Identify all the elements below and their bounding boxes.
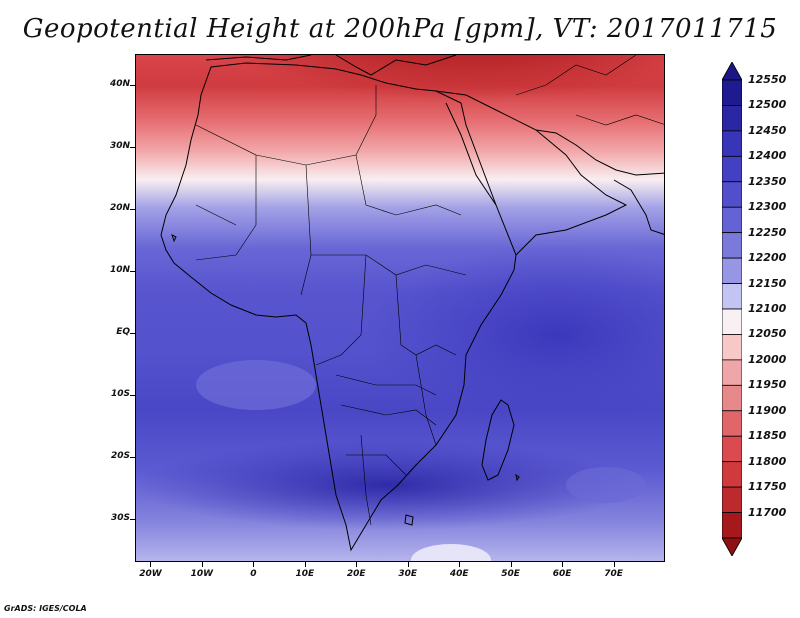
colorbar-value-label: 12150	[748, 276, 787, 290]
southern-trough	[136, 440, 636, 530]
colorbar-swatch	[722, 435, 742, 463]
colorbar-swatch	[722, 155, 742, 183]
colorbar-value-label: 11850	[748, 429, 787, 443]
lon-tick-label: 0	[250, 569, 257, 579]
lat-tick-mark	[130, 84, 135, 86]
lat-tick-label: 30N	[109, 140, 130, 151]
colorbar-value-label: 12350	[748, 174, 787, 188]
colorbar-swatch	[722, 410, 742, 437]
colorbar-value-label: 12500	[748, 98, 787, 112]
colorbar-value-label: 11950	[748, 378, 787, 392]
colorbar-value-label: 11900	[748, 403, 787, 417]
colorbar-swatch	[722, 79, 742, 106]
colorbar-swatch	[722, 206, 742, 234]
lon-tick-mark	[356, 562, 358, 567]
lat-tick-label: 10N	[109, 264, 130, 275]
colorbar-swatch	[722, 334, 742, 361]
colorbar-swatch	[722, 359, 742, 386]
lat-tick-label: 20S	[110, 450, 130, 461]
colorbar-value-label: 12550	[748, 73, 787, 86]
colorbar-value-label: 12100	[748, 302, 787, 315]
lighter-patch-west	[196, 360, 316, 410]
lat-tick-mark	[130, 394, 135, 396]
colorbar-swatch	[722, 232, 742, 259]
map-panel	[135, 54, 665, 562]
lon-tick-label: 60E	[552, 569, 572, 579]
lon-tick-label: 70E	[604, 569, 623, 579]
lon-tick-mark	[510, 562, 512, 567]
lon-tick-label: 30E	[398, 569, 418, 579]
lon-tick-mark	[407, 562, 409, 567]
tropical-blue-region	[366, 245, 664, 425]
colorbar-swatch	[722, 308, 742, 335]
lon-tick-mark	[253, 562, 255, 567]
lat-tick-mark	[130, 456, 135, 458]
lat-tick-label: 40N	[109, 78, 130, 89]
lon-tick-mark	[150, 562, 152, 567]
colorbar-value-label: 12200	[748, 251, 787, 265]
colorbar-value-label: 12250	[748, 225, 787, 239]
colorbar-value-label: 12050	[748, 327, 787, 341]
colorbar-top-arrow	[722, 62, 742, 81]
lon-tick-label: 40E	[449, 569, 469, 579]
colorbar-swatch	[722, 181, 742, 208]
colorbar-swatch	[722, 105, 742, 132]
lat-tick-label: 10S	[110, 388, 130, 399]
lon-tick-mark	[201, 562, 203, 567]
lighter-patch-east	[566, 467, 646, 503]
coastlines	[160, 55, 664, 552]
lon-tick-mark	[613, 562, 615, 567]
lat-tick-label: 30S	[110, 512, 130, 523]
footer-credit: GrADS: IGES/COLA	[4, 604, 87, 613]
map-title: Geopotential Height at 200hPa [gpm], VT:…	[22, 14, 778, 44]
lat-tick-label: EQ	[116, 326, 130, 337]
colorbar-bottom-arrow	[722, 537, 742, 556]
colorbar-value-label: 12400	[748, 149, 787, 163]
colorbar-swatch	[722, 257, 742, 284]
colorbar-value-label: 12000	[748, 352, 787, 366]
lon-tick-label: 10E	[295, 569, 315, 579]
lon-tick-label: 50E	[501, 569, 520, 579]
colorbar-swatch	[722, 130, 742, 157]
lat-tick-mark	[130, 208, 135, 210]
colorbar-value-label: 12450	[748, 123, 787, 137]
colorbar-value-label: 11750	[748, 480, 787, 494]
colorbar-value-label: 12300	[748, 200, 787, 214]
colorbar-swatch	[722, 512, 742, 539]
lat-tick-mark	[130, 518, 135, 520]
contour-map	[136, 55, 664, 561]
lon-tick-label: 10W	[190, 569, 214, 579]
lat-tick-mark	[130, 146, 135, 148]
colorbar-swatch	[722, 486, 742, 513]
high-contour-core	[136, 55, 664, 185]
lon-tick-label: 20W	[139, 569, 162, 579]
colorbar-value-label: 11800	[748, 454, 787, 468]
lat-tick-label: 20N	[109, 202, 130, 213]
lon-tick-mark	[459, 562, 461, 567]
colorbar-swatch	[722, 384, 742, 412]
lon-tick-mark	[304, 562, 306, 567]
colorbar-swatch	[722, 461, 742, 488]
lon-tick-mark	[562, 562, 564, 567]
colorbar-swatch	[722, 283, 742, 310]
colorbar-value-label: 11700	[748, 505, 787, 519]
colorbar	[722, 62, 742, 556]
country-borders	[195, 55, 664, 526]
lat-tick-mark	[130, 270, 135, 272]
white-patch-south	[411, 544, 491, 561]
lon-tick-label: 20E	[346, 569, 366, 579]
lat-tick-mark	[130, 332, 135, 334]
